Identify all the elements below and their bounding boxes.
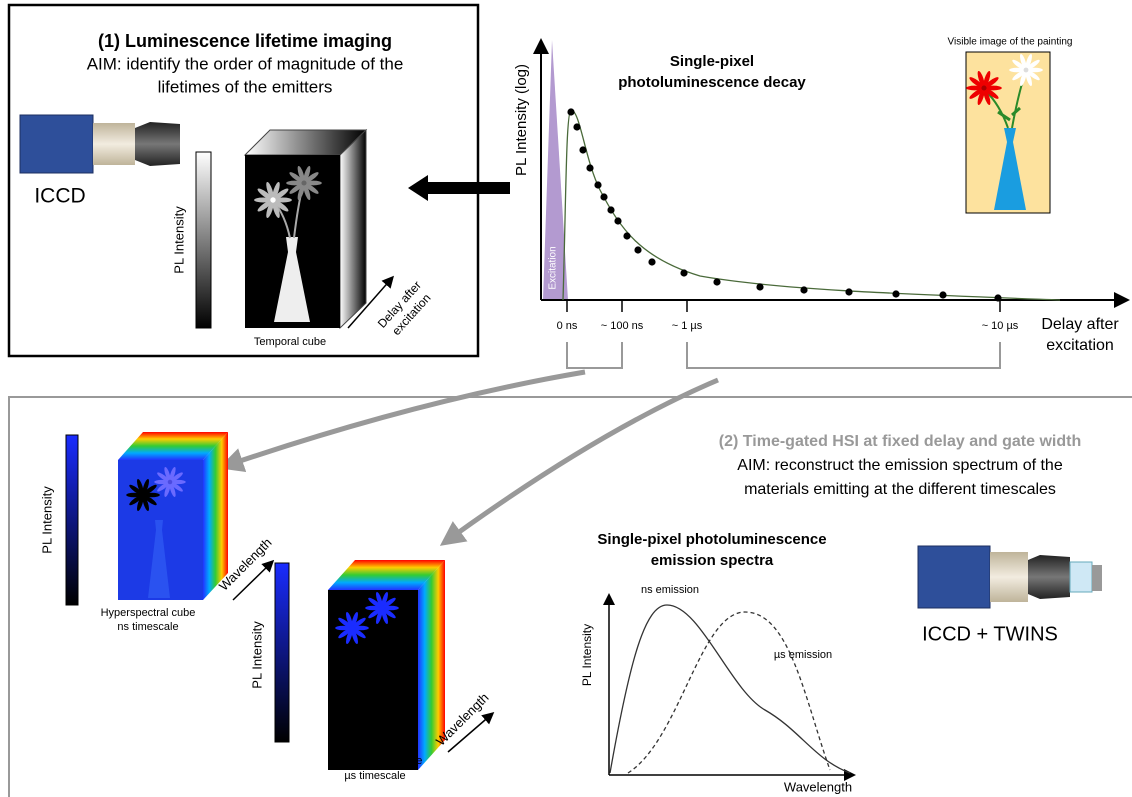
- panel-2-aim: AIM: reconstruct the emission spectrum o…: [737, 457, 1063, 474]
- scale-label: PL Intensity: [171, 206, 186, 274]
- camera-lens: [135, 122, 180, 166]
- gray-arrow: [228, 372, 585, 465]
- decay-point: [845, 288, 852, 295]
- excitation-label: Excitation: [548, 246, 559, 289]
- ns-spectrum: [610, 605, 850, 773]
- decay-title: Single-pixel: [670, 53, 754, 70]
- decay-point: [800, 286, 807, 293]
- cube-label: Hyperspectral cube: [328, 755, 423, 767]
- decay-point: [579, 146, 586, 153]
- decay-points: [567, 108, 1001, 301]
- decay-point: [756, 283, 763, 290]
- x-tick-label: ~ 100 ns: [601, 320, 644, 332]
- decay-point: [614, 217, 621, 224]
- link-arrow: [408, 175, 510, 201]
- camera-label: ICCD + TWINS: [922, 623, 1058, 645]
- us-emission-label: µs emission: [774, 649, 832, 661]
- flower-center: [301, 180, 306, 185]
- x-ticks: 0 ns ~ 100 ns ~ 1 µs ~ 10 µs: [557, 300, 1019, 332]
- flower-center: [350, 626, 355, 631]
- decay-point: [634, 246, 641, 253]
- decay-point: [607, 206, 614, 213]
- decay-point: [713, 278, 720, 285]
- camera-label: ICCD: [34, 185, 85, 208]
- camera-body: [20, 115, 93, 173]
- iccd-twins-camera: [918, 546, 1102, 608]
- y-label: PL Intensity: [580, 624, 594, 686]
- scale-label: PL Intensity: [249, 621, 264, 689]
- intensity-scale: [196, 152, 211, 328]
- intensity-scale: [66, 435, 78, 605]
- interferometer-cap: [1092, 565, 1102, 591]
- decay-point: [680, 269, 687, 276]
- temporal-cube: [245, 130, 366, 328]
- decay-point: [594, 181, 601, 188]
- flower-center: [141, 493, 146, 498]
- flower-center: [168, 480, 173, 485]
- spectra-title: emission spectra: [651, 552, 774, 569]
- x-label: Delay after: [1041, 316, 1119, 333]
- flower-center: [270, 197, 275, 202]
- cube-side: [340, 130, 366, 328]
- decay-point: [892, 290, 899, 297]
- diagram: (1) Luminescence lifetime imaging AIM: i…: [0, 0, 1132, 797]
- painting-label: Visible image of the painting: [948, 37, 1073, 48]
- decay-point: [567, 108, 574, 115]
- y-label: PL Intensity (log): [513, 64, 530, 176]
- scale-label: PL Intensity: [39, 486, 54, 554]
- cube-label: Temporal cube: [254, 336, 326, 348]
- iccd-camera: [20, 115, 180, 173]
- flower-center: [981, 85, 986, 90]
- hyperspectral-cube-ns: [118, 432, 228, 600]
- ns-emission-label: ns emission: [641, 584, 699, 596]
- cube-front: [328, 590, 418, 770]
- gray-arrow: [448, 380, 718, 540]
- panel-2-aim: materials emitting at the different time…: [744, 481, 1056, 498]
- x-label: excitation: [1046, 337, 1114, 354]
- interferometer: [1070, 562, 1092, 592]
- panel-1-aim: AIM: identify the order of magnitude of …: [87, 54, 404, 73]
- decay-point: [586, 164, 593, 171]
- intensity-scale: [275, 563, 289, 742]
- panel-1-aim: lifetimes of the emitters: [158, 77, 333, 96]
- x-tick-label: 0 ns: [557, 320, 578, 332]
- decay-point: [623, 232, 630, 239]
- decay-point: [600, 193, 607, 200]
- camera-part: [93, 123, 135, 165]
- range-brackets: [567, 342, 1000, 368]
- us-spectrum: [628, 612, 830, 773]
- panel-2-title: (2) Time-gated HSI at fixed delay and ga…: [719, 433, 1081, 450]
- x-label: Wavelength: [784, 779, 852, 794]
- decay-title: photoluminescence decay: [618, 74, 806, 91]
- cube-label: ns timescale: [117, 621, 178, 633]
- decay-point: [939, 291, 946, 298]
- camera-lens: [1028, 555, 1070, 599]
- flower-center: [1024, 68, 1029, 73]
- hyperspectral-cube-us: [328, 560, 445, 770]
- painting: [966, 52, 1050, 213]
- decay-point: [648, 258, 655, 265]
- x-tick-label: ~ 10 µs: [982, 320, 1019, 332]
- cube-label: Hyperspectral cube: [101, 607, 196, 619]
- panel-1-title: (1) Luminescence lifetime imaging: [98, 31, 392, 51]
- flower-center: [380, 606, 385, 611]
- cube-label: µs timescale: [344, 770, 405, 782]
- spectra-title: Single-pixel photoluminescence: [597, 531, 826, 548]
- camera-body: [918, 546, 990, 608]
- decay-point: [573, 123, 580, 130]
- camera-part: [990, 552, 1028, 602]
- x-tick-label: ~ 1 µs: [672, 320, 703, 332]
